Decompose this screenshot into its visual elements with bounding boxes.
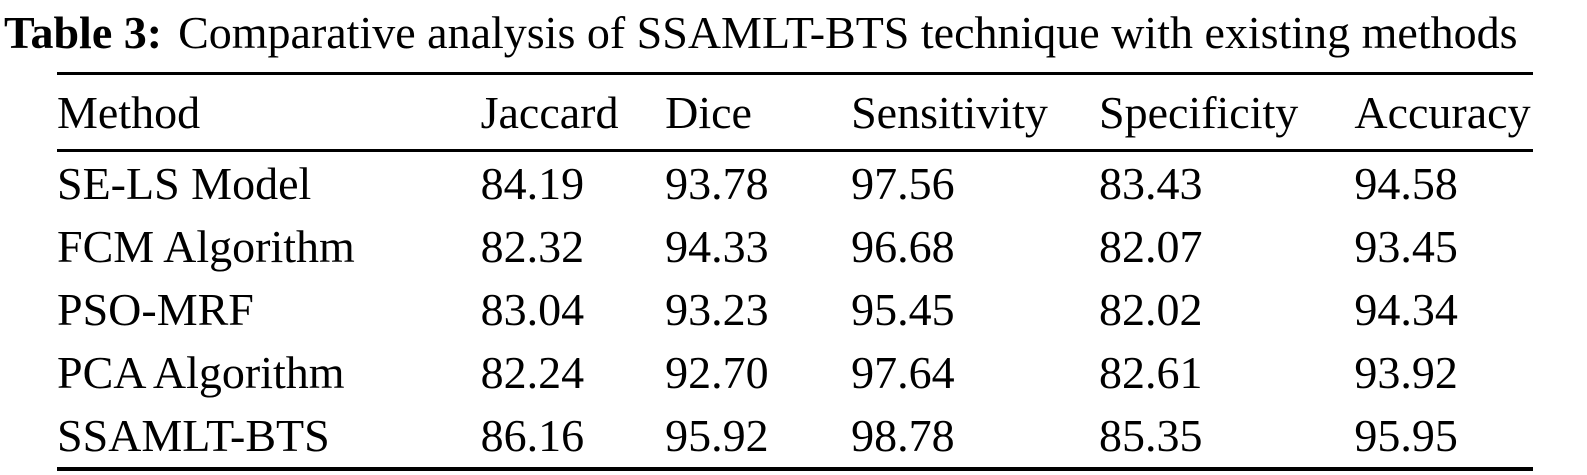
table-cell: 86.16: [480, 410, 585, 461]
table-cell: 93.45: [1354, 221, 1458, 272]
method-cell: PCA Algorithm: [57, 347, 345, 398]
header-row: Method Jaccard Dice Sensitivity Specific…: [57, 73, 1533, 152]
table-row: SE-LS Model 84.19 93.78 97.56 83.43 94.5…: [57, 151, 1533, 216]
table-cell: 92.70: [665, 347, 769, 398]
column-header-specificity: Specificity: [1099, 73, 1355, 152]
table-row: PSO-MRF 83.04 93.23 95.45 82.02 94.34: [57, 278, 1533, 341]
table-row: SSAMLT-BTS 86.16 95.92 98.78 85.35 95.95: [57, 404, 1533, 469]
table-cell: 96.68: [851, 221, 955, 272]
table-cell: 93.92: [1354, 347, 1458, 398]
table-cell: 98.78: [851, 410, 955, 461]
table-cell: 83.43: [1099, 158, 1203, 209]
table-cell: 82.02: [1099, 284, 1203, 335]
column-header-method: Method: [57, 73, 481, 152]
method-cell: SSAMLT-BTS: [57, 410, 330, 461]
table-cell: 95.45: [851, 284, 955, 335]
table-cell: 95.92: [665, 410, 769, 461]
table-cell: 93.78: [665, 158, 769, 209]
table-cell: 84.19: [480, 158, 585, 209]
table-cell: 94.34: [1354, 284, 1458, 335]
table-cell: 94.58: [1354, 158, 1458, 209]
table-cell: 82.61: [1099, 347, 1203, 398]
table-cell: 94.33: [665, 221, 769, 272]
column-header-accuracy: Accuracy: [1354, 73, 1533, 152]
table-cell: 97.56: [851, 158, 955, 209]
column-header-dice: Dice: [665, 73, 852, 152]
method-cell: PSO-MRF: [57, 284, 254, 335]
table-cell: 83.04: [480, 284, 585, 335]
column-header-jaccard: Jaccard: [480, 73, 666, 152]
table-cell: 97.64: [851, 347, 955, 398]
table-cell: 82.07: [1099, 221, 1203, 272]
table-cell: 85.35: [1099, 410, 1203, 461]
table-cell: 95.95: [1354, 410, 1458, 461]
column-header-sensitivity: Sensitivity: [851, 73, 1100, 152]
table-caption: Table 3: Comparative analysis of SSAMLT-B…: [0, 0, 1587, 62]
table-cell: 82.24: [480, 347, 585, 398]
table-row: FCM Algorithm 82.32 94.33 96.68 82.07 93…: [57, 215, 1533, 278]
method-cell: SE-LS Model: [57, 158, 312, 209]
table-cell: 82.32: [480, 221, 585, 272]
table-row: PCA Algorithm 82.24 92.70 97.64 82.61 93…: [57, 341, 1533, 404]
method-cell: FCM Algorithm: [57, 221, 355, 272]
table-caption-text: Comparative analysis of SSAMLT-BTS techn…: [178, 7, 1518, 58]
comparison-table: Method Jaccard Dice Sensitivity Specific…: [57, 72, 1533, 471]
table-caption-label: Table 3:: [4, 7, 163, 58]
table-cell: 93.23: [665, 284, 769, 335]
